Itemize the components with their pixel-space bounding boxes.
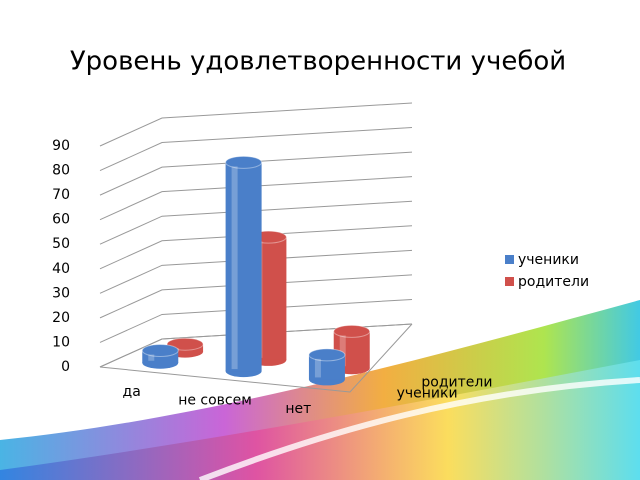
- legend-label: родители: [518, 274, 589, 290]
- y-tick-label: 50: [52, 236, 70, 252]
- cylinder-shine: [231, 166, 238, 370]
- legend-label: ученики: [518, 252, 579, 268]
- cylinder-top: [308, 348, 346, 362]
- grid-line: [99, 225, 413, 270]
- cylinder-top: [141, 343, 179, 357]
- x-tick-label: не совсем: [178, 393, 252, 409]
- y-tick-label: 0: [61, 359, 70, 375]
- x-tick-label: нет: [285, 401, 311, 417]
- grid-line: [99, 200, 413, 245]
- y-tick-label: 10: [52, 334, 70, 350]
- legend-swatch: [505, 277, 514, 286]
- cylinder-top: [166, 337, 204, 351]
- y-tick-label: 70: [52, 187, 70, 203]
- floor-outline: [99, 323, 413, 393]
- grid-line: [99, 298, 413, 343]
- legend-swatch: [505, 255, 514, 264]
- grid-line: [99, 323, 413, 368]
- cylinder-shine: [314, 358, 321, 378]
- cylinder: [225, 162, 262, 372]
- depth-label: ученики: [397, 386, 458, 402]
- decor-swoosh: [0, 360, 640, 480]
- y-tick-label: 90: [52, 138, 70, 154]
- grid-line: [99, 176, 413, 221]
- y-tick-label: 20: [52, 310, 70, 326]
- grid-line: [99, 151, 413, 196]
- depth-label: родители: [421, 374, 492, 390]
- y-tick-label: 80: [52, 163, 70, 179]
- decor-line: [198, 377, 640, 480]
- chart-title: Уровень удовлетворенности учебой: [70, 47, 566, 77]
- grid-line: [99, 127, 413, 172]
- cylinder-top: [333, 324, 371, 338]
- plot: 0 10 20 30 40 50 60 70 80 90 да не совсем нет ученики…: [52, 102, 589, 417]
- y-tick-label: 30: [52, 285, 70, 301]
- cylinder-shine: [339, 335, 346, 367]
- grid-line: [99, 274, 413, 319]
- x-tick-label: да: [123, 384, 141, 400]
- cylinder-top: [225, 155, 263, 169]
- cylinder-shine: [148, 354, 155, 361]
- y-tick-label: 60: [52, 212, 70, 228]
- grid-line: [99, 102, 413, 147]
- y-tick-label: 40: [52, 261, 70, 277]
- grid-line: [99, 249, 413, 294]
